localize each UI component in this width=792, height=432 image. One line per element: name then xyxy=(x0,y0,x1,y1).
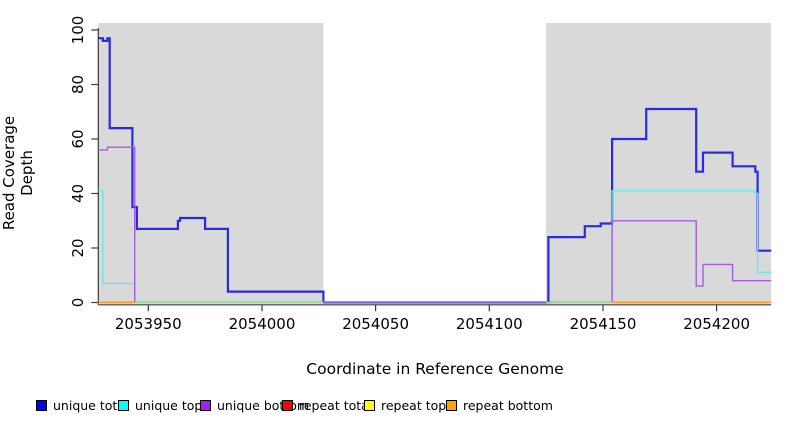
repeat-bottom-swatch xyxy=(446,399,457,411)
x-tick-label: 2054050 xyxy=(342,315,409,333)
y-tick-label: 80 xyxy=(69,75,87,94)
legend-label: unique total xyxy=(53,397,129,413)
unique-total-swatch xyxy=(36,399,47,411)
repeat-total-swatch xyxy=(282,399,293,411)
legend-item-repeat-bottom: repeat bottom xyxy=(446,396,553,414)
repeat-top-swatch xyxy=(364,399,375,411)
unique-top-swatch xyxy=(118,399,129,411)
series-unique-bottom xyxy=(98,146,772,304)
legend-label: unique top xyxy=(135,397,203,413)
x-tick-label: 2053950 xyxy=(115,315,182,333)
unique-bottom-swatch xyxy=(200,399,211,411)
legend-label: repeat top xyxy=(381,397,447,413)
x-tick-label: 2054000 xyxy=(229,315,296,333)
y-tick-label: 100 xyxy=(69,16,87,45)
y-tick-label: 20 xyxy=(69,238,87,257)
x-tick-label: 2054200 xyxy=(683,315,750,333)
right-shaded-region xyxy=(546,23,772,304)
legend-label: repeat total xyxy=(299,397,373,413)
y-tick-label: 60 xyxy=(69,129,87,148)
legend: unique total unique top unique bottom repea… xyxy=(0,396,792,418)
y-tick-label: 0 xyxy=(69,298,87,308)
x-tick-label: 2054100 xyxy=(456,315,523,333)
y-axis-title: Read Coverage Depth xyxy=(0,115,36,231)
legend-item-unique-top: unique top xyxy=(118,396,202,414)
y-tick-label: 40 xyxy=(69,184,87,203)
x-tick-label: 2054150 xyxy=(570,315,637,333)
legend-item-repeat-top: repeat top xyxy=(364,396,446,414)
legend-label: repeat bottom xyxy=(463,397,553,413)
left-shaded-region xyxy=(98,23,324,304)
legend-item-unique-total: unique total xyxy=(36,396,128,414)
middle-gap-region xyxy=(323,23,547,304)
legend-item-repeat-total: repeat total xyxy=(282,396,372,414)
x-axis-title: Coordinate in Reference Genome xyxy=(306,360,564,378)
